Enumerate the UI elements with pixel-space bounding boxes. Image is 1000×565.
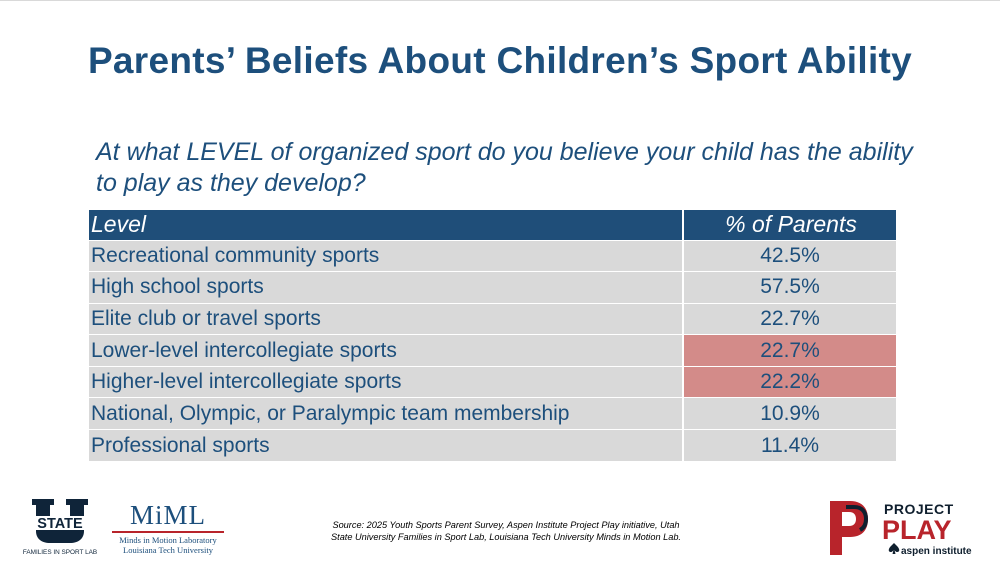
survey-question: At what LEVEL of organized sport do you … xyxy=(96,138,913,197)
table-header-row: Level % of Parents xyxy=(89,210,896,240)
row-percent-highlighted: 22.7% xyxy=(683,334,896,367)
usu-state-text: STATE xyxy=(37,516,83,532)
miml-line1: Minds in Motion Laboratory xyxy=(119,535,217,545)
row-percent: 57.5% xyxy=(683,271,896,304)
table-row: High school sports 57.5% xyxy=(89,271,896,304)
row-percent: 11.4% xyxy=(683,429,896,462)
top-border xyxy=(0,0,1000,6)
header-level: Level xyxy=(89,210,684,240)
pp-play-text: PLAY xyxy=(882,515,952,545)
usu-u-shape xyxy=(32,499,88,543)
miml-rule xyxy=(112,531,224,533)
table-row: Elite club or travel sports 22.7% xyxy=(89,302,896,335)
table-row: Recreational community sports 42.5% xyxy=(89,239,896,272)
miml-name: MiML xyxy=(129,500,206,530)
pp-aspen-text: aspen institute xyxy=(901,546,972,557)
table-row: National, Olympic, or Paralympic team me… xyxy=(89,397,896,430)
row-percent-highlighted: 22.2% xyxy=(683,365,896,398)
source-note: Source: 2025 Youth Sports Parent Survey,… xyxy=(296,519,716,543)
source-line-2: State University Families in Sport Lab, … xyxy=(331,532,681,542)
project-play-logo: PROJECT PLAY aspen institute xyxy=(830,501,972,557)
pp-project-text: PROJECT xyxy=(884,501,954,517)
usu-caption: FAMILIES IN SPORT LAB xyxy=(23,549,97,556)
row-percent: 22.7% xyxy=(683,302,896,335)
row-level: Elite club or travel sports xyxy=(89,302,684,335)
row-level: Higher-level intercollegiate sports xyxy=(89,365,684,398)
table-row: Professional sports 11.4% xyxy=(89,429,896,462)
source-line-1: Source: 2025 Youth Sports Parent Survey,… xyxy=(332,520,680,530)
row-level: Recreational community sports xyxy=(89,239,684,272)
header-percent: % of Parents xyxy=(683,210,896,240)
table-row: Lower-level intercollegiate sports 22.7% xyxy=(89,334,896,367)
slide-title: Parents’ Beliefs About Children’s Sport … xyxy=(87,40,913,81)
row-level: National, Olympic, or Paralympic team me… xyxy=(89,397,684,430)
row-percent: 42.5% xyxy=(683,239,896,272)
results-table: Level % of Parents Recreational communit… xyxy=(89,210,896,462)
row-level: Professional sports xyxy=(89,429,684,462)
row-level: Lower-level intercollegiate sports xyxy=(89,334,684,367)
pp-mark-outer xyxy=(830,501,868,555)
miml-logo: MiML Minds in Motion Laboratory Louisian… xyxy=(108,500,228,558)
row-level: High school sports xyxy=(89,271,684,304)
usu-logo: STATE FAMILIES IN SPORT LAB xyxy=(23,499,97,556)
pp-mark-inner xyxy=(846,505,869,532)
miml-line2: Louisiana Tech University xyxy=(123,545,213,555)
spade-icon xyxy=(888,543,900,554)
table-row: Higher-level intercollegiate sports 22.2… xyxy=(89,365,896,398)
row-percent: 10.9% xyxy=(683,397,896,430)
